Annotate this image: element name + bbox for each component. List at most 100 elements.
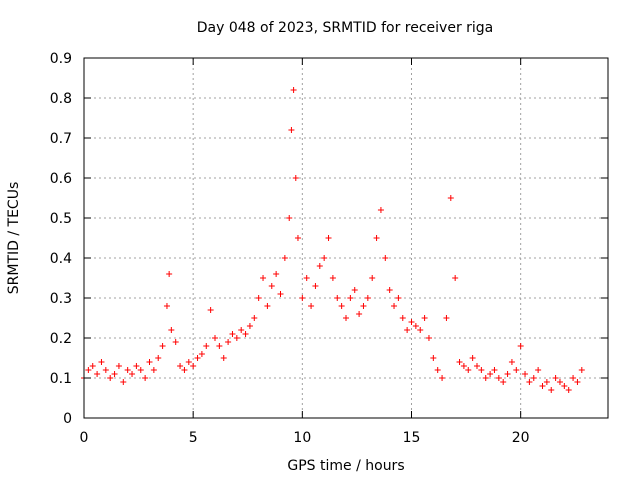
data-point xyxy=(465,367,472,373)
data-point xyxy=(395,295,402,301)
data-point xyxy=(98,359,105,365)
data-point xyxy=(404,327,411,333)
data-point xyxy=(421,315,428,321)
data-point xyxy=(487,371,494,377)
data-point xyxy=(120,379,127,385)
data-point xyxy=(146,359,153,365)
data-point xyxy=(246,323,253,329)
data-point xyxy=(129,371,136,377)
data-point xyxy=(500,379,507,385)
data-point xyxy=(495,375,502,381)
data-point xyxy=(548,387,555,393)
data-point xyxy=(386,287,393,293)
data-point xyxy=(417,327,424,333)
y-tick-label: 0.3 xyxy=(50,291,72,307)
data-point xyxy=(570,375,577,381)
data-point xyxy=(325,235,332,241)
data-point xyxy=(181,367,188,373)
data-points xyxy=(81,87,585,393)
data-point xyxy=(111,371,118,377)
data-point xyxy=(286,215,293,221)
data-point xyxy=(460,363,467,369)
data-point xyxy=(491,367,498,373)
data-point xyxy=(535,367,542,373)
data-point xyxy=(198,351,205,357)
data-point xyxy=(107,375,114,381)
data-point xyxy=(434,367,441,373)
data-point xyxy=(308,303,315,309)
x-tick-label: 0 xyxy=(80,430,89,446)
data-point xyxy=(364,295,371,301)
data-point xyxy=(290,87,297,93)
chart-title: Day 048 of 2023, SRMTID for receiver rig… xyxy=(197,20,494,36)
data-point xyxy=(517,343,524,349)
data-point xyxy=(268,283,275,289)
data-point xyxy=(155,355,162,361)
data-point xyxy=(85,367,92,373)
data-point xyxy=(172,339,179,345)
y-tick-label: 0.1 xyxy=(50,371,72,387)
data-point xyxy=(321,255,328,261)
data-point xyxy=(94,371,101,377)
data-point xyxy=(299,295,306,301)
data-point xyxy=(251,315,258,321)
y-tick-label: 0.4 xyxy=(50,251,72,267)
data-point xyxy=(159,343,166,349)
data-point xyxy=(203,343,210,349)
data-point xyxy=(277,291,284,297)
data-point xyxy=(168,327,175,333)
data-point xyxy=(233,335,240,341)
data-point xyxy=(513,367,520,373)
data-point xyxy=(360,303,367,309)
data-point xyxy=(303,275,310,281)
data-point xyxy=(185,359,192,365)
data-point xyxy=(166,271,173,277)
data-point xyxy=(412,323,419,329)
data-point xyxy=(102,367,109,373)
data-point xyxy=(530,375,537,381)
data-point xyxy=(225,339,232,345)
data-point xyxy=(351,287,358,293)
data-point xyxy=(522,371,529,377)
data-point xyxy=(273,271,280,277)
data-point xyxy=(338,303,345,309)
data-point xyxy=(439,375,446,381)
plot-frame xyxy=(83,57,609,419)
data-point xyxy=(474,363,480,369)
data-point xyxy=(561,383,568,389)
data-point xyxy=(316,263,323,269)
x-tick-label: 10 xyxy=(293,430,311,446)
y-tick-label: 0.8 xyxy=(50,91,72,107)
data-point xyxy=(369,275,376,281)
data-point xyxy=(574,379,581,385)
y-axis-ticks: 0 0.1 0.2 0.3 0.4 0.5 0.6 0.7 0.8 0.9 xyxy=(50,51,608,427)
data-point xyxy=(329,275,336,281)
data-point xyxy=(216,343,223,349)
data-point xyxy=(194,355,201,361)
data-point xyxy=(452,275,459,281)
x-axis-ticks: 0 5 10 15 20 xyxy=(80,58,530,446)
grid-lines xyxy=(84,58,608,418)
data-point xyxy=(565,387,572,393)
data-point xyxy=(356,311,363,317)
x-axis-label: GPS time / hours xyxy=(287,458,404,474)
data-point xyxy=(89,363,96,369)
data-point xyxy=(430,355,437,361)
data-point xyxy=(508,359,515,365)
data-point xyxy=(242,331,249,337)
data-point xyxy=(133,363,140,369)
data-point xyxy=(137,367,144,373)
data-point xyxy=(229,331,236,337)
data-point xyxy=(425,335,432,341)
data-point xyxy=(343,315,349,321)
data-point xyxy=(443,315,450,321)
y-tick-label: 0.2 xyxy=(50,331,72,347)
data-point xyxy=(556,379,563,385)
data-point xyxy=(482,375,489,381)
data-point xyxy=(142,375,149,381)
y-tick-label: 0.5 xyxy=(50,211,72,227)
data-point xyxy=(377,207,384,213)
data-point xyxy=(190,363,197,369)
y-tick-label: 0.7 xyxy=(50,131,72,147)
